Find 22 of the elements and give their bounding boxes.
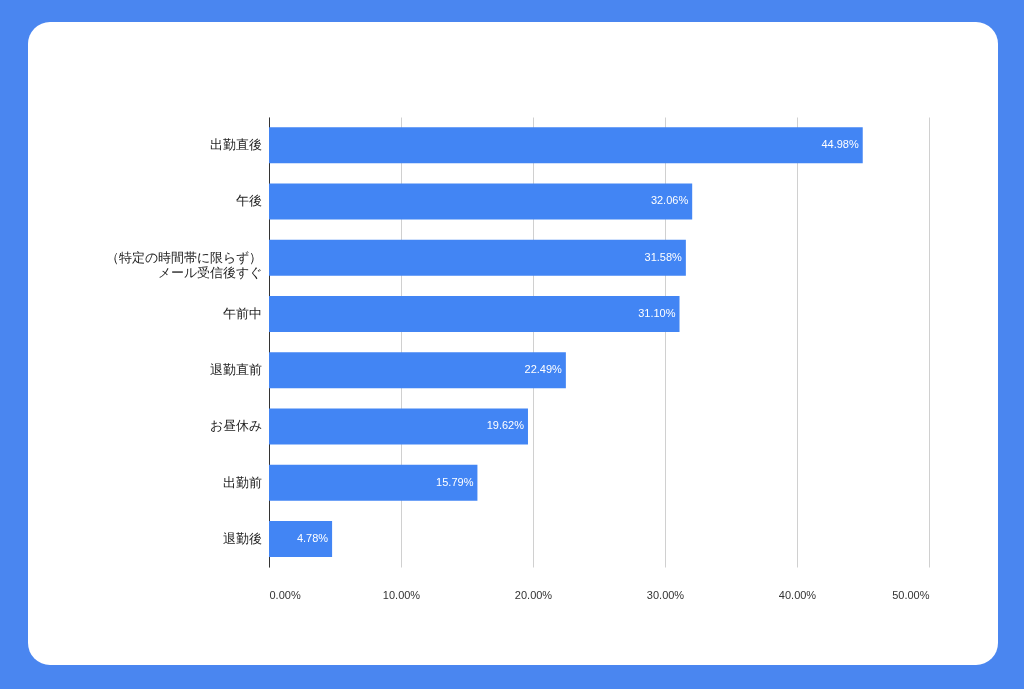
data-label: 15.79% bbox=[436, 475, 474, 488]
y-tick-label: お昼休み bbox=[209, 419, 262, 434]
y-tick-label: 午後 bbox=[235, 194, 262, 209]
x-tick-label: 10.00% bbox=[382, 588, 421, 601]
y-tick-label: 退勤直前 bbox=[209, 363, 262, 378]
y-tick-label: 退勤後 bbox=[222, 531, 262, 546]
x-tick-label: 30.00% bbox=[646, 588, 685, 601]
y-tick-label: 出勤直後 bbox=[209, 138, 262, 153]
x-tick-label: 50.00% bbox=[892, 588, 930, 601]
data-label: 31.10% bbox=[638, 306, 676, 319]
y-tick-label: （特定の時間帯に限らず）メール受信後すぐ bbox=[105, 250, 262, 280]
data-label: 22.49% bbox=[524, 363, 563, 376]
x-tick-label: 20.00% bbox=[514, 588, 553, 601]
data-label: 19.62% bbox=[486, 419, 525, 432]
x-tick-label: 0.00% bbox=[269, 588, 301, 601]
data-label: 32.06% bbox=[650, 194, 689, 207]
data-label: 44.98% bbox=[821, 138, 859, 151]
data-label: 31.58% bbox=[644, 250, 683, 263]
data-label: 4.78% bbox=[296, 531, 329, 544]
x-tick-label: 40.00% bbox=[778, 588, 817, 601]
y-tick-label: 午前中 bbox=[222, 306, 262, 321]
y-tick-label: 出勤前 bbox=[222, 475, 262, 490]
